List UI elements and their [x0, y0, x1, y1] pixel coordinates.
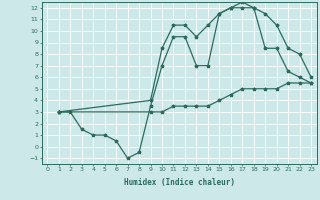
X-axis label: Humidex (Indice chaleur): Humidex (Indice chaleur) [124, 178, 235, 187]
